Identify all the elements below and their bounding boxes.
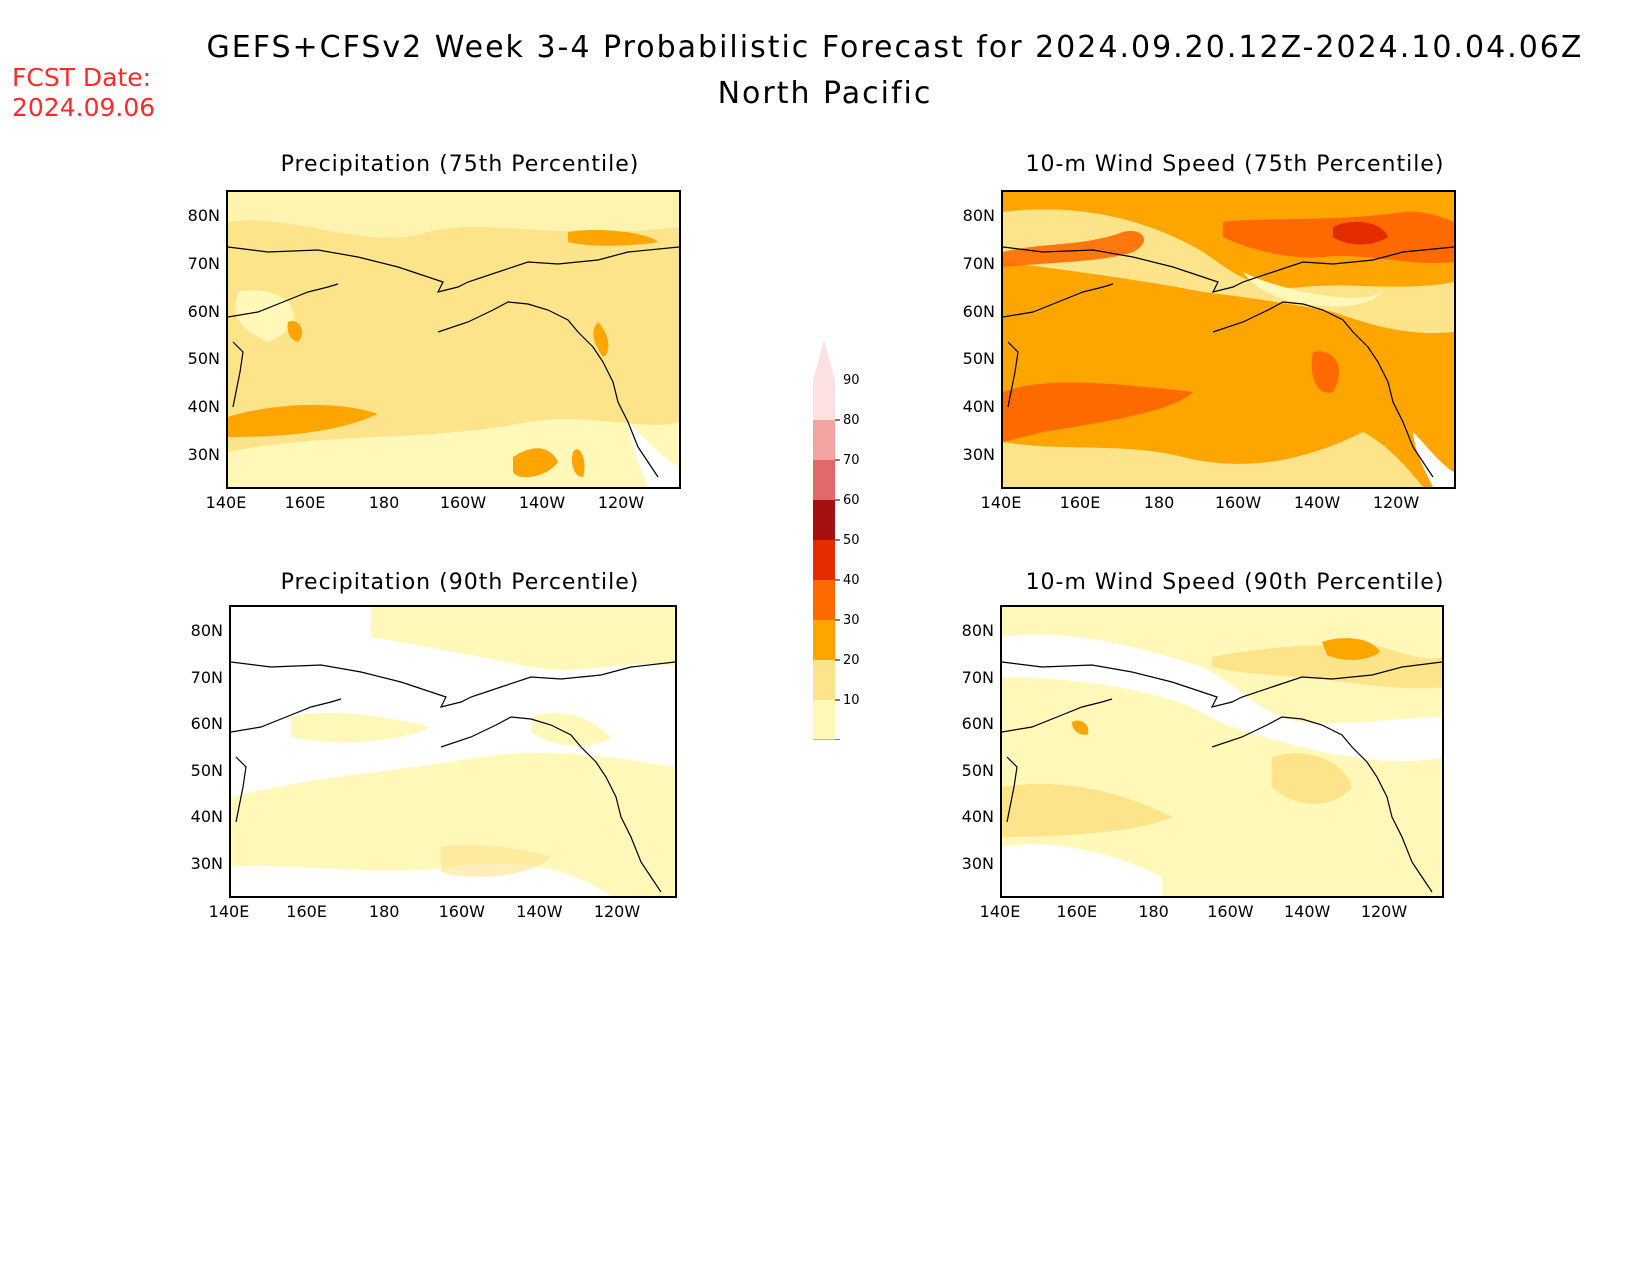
lon-tick-precip75-160W: 160W [439,493,487,512]
lat-tick-precip75-30N: 30N [187,445,220,464]
colorbar: 90 80 70 60 50 40 30 20 10 [812,340,893,782]
lat-tick-precip75-60N: 60N [187,301,220,321]
lon-tick-wind75-140W: 140W [1293,493,1341,512]
lat-tick-wind90-30N: 30N [961,854,994,873]
lat-tick-precip90-30N: 30N [190,854,223,873]
lon-tick-precip75-120W: 120W [597,493,645,512]
lon-tick-wind75-160E: 160E [1059,493,1101,512]
region-subtitle: North Pacific [717,76,933,111]
lat-tick-wind75-30N: 30N [962,445,995,464]
colorbar-swatch-60 [813,500,835,540]
lat-tick-wind75-60N: 60N [962,301,995,321]
colorbar-label-70: 70 [843,453,860,468]
colorbar-swatch-10 [813,700,835,740]
lon-tick-wind90-160W: 160W [1207,902,1254,921]
lat-tick-wind75-70N: 70N [962,253,995,273]
fcst-date-label: FCST Date: [12,63,152,92]
colorbar-swatch-80 [813,420,835,460]
lon-tick-precip75-140W: 140W [518,493,566,512]
lat-tick-wind75-80N: 80N [962,206,995,225]
lon-tick-wind90-120W: 120W [1360,902,1408,921]
lat-tick-precip75-70N: 70N [187,253,220,273]
lat-tick-wind90-80N: 80N [961,621,994,640]
lat-tick-wind90-40N: 40N [961,807,994,827]
lat-tick-wind90-70N: 70N [961,667,994,687]
lon-tick-wind90-180: 180 [1138,902,1169,921]
lat-tick-precip75-50N: 50N [187,349,220,369]
colorbar-swatch-70 [813,460,835,500]
lat-tick-wind90-50N: 50N [961,760,994,780]
colorbar-label-20: 20 [843,653,860,668]
colorbar-label-50: 50 [843,533,860,548]
colorbar-swatch-20 [813,660,835,700]
colorbar-label-60: 60 [843,493,860,508]
lon-tick-precip90-140E: 140E [208,902,250,921]
lon-tick-wind90-140W: 140W [1284,902,1331,921]
colorbar-swatch-30 [813,620,835,660]
lon-tick-precip75-160E: 160E [284,493,326,512]
colorbar-swatch-90 [813,380,835,420]
lat-tick-wind75-40N: 40N [962,397,995,417]
lon-tick-precip75-180: 180 [368,493,400,512]
lon-tick-wind75-160W: 160W [1214,493,1262,512]
map-wind75 [1001,190,1456,489]
lat-tick-wind75-50N: 50N [962,349,995,369]
lat-tick-precip90-80N: 80N [190,621,223,640]
panel-title-wind90: 10-m Wind Speed (90th Percentile) [1025,570,1445,595]
lat-tick-precip75-40N: 40N [187,397,220,417]
lat-tick-precip90-50N: 50N [190,760,223,780]
lon-tick-precip90-160W: 160W [438,902,485,921]
lon-tick-wind90-140E: 140E [979,902,1021,921]
lon-tick-wind75-120W: 120W [1372,493,1420,512]
lat-tick-wind90-60N: 60N [961,714,994,734]
colorbar-swatch-40 [813,580,835,620]
chart-title: GEFS+CFSv2 Week 3-4 Probabilistic Foreca… [206,30,1584,65]
colorbar-label-80: 80 [843,413,860,428]
panel-title-precip75: Precipitation (75th Percentile) [280,152,640,177]
lat-tick-precip90-40N: 40N [190,807,223,827]
lon-tick-wind90-160E: 160E [1056,902,1098,921]
lon-tick-precip90-180: 180 [368,902,400,921]
lon-tick-wind75-140E: 140E [980,493,1022,512]
colorbar-label-30: 30 [843,613,860,628]
map-wind90 [1000,605,1444,898]
colorbar-label-40: 40 [843,573,860,588]
lon-tick-precip90-140W: 140W [516,902,563,921]
colorbar-swatch-50 [813,540,835,580]
panel-title-precip90: Precipitation (90th Percentile) [280,570,640,595]
lat-tick-precip75-80N: 80N [187,206,220,225]
fcst-date-value: 2024.09.06 [12,93,156,122]
colorbar-label-10: 10 [843,693,860,708]
panel-title-wind75: 10-m Wind Speed (75th Percentile) [1025,152,1445,177]
lon-tick-precip75-140E: 140E [205,493,247,512]
lat-tick-precip90-60N: 60N [190,714,223,734]
lat-tick-precip90-70N: 70N [190,667,223,687]
lon-tick-wind75-180: 180 [1143,493,1175,512]
map-precip90 [229,605,677,898]
lon-tick-precip90-160E: 160E [286,902,327,921]
lon-tick-precip90-120W: 120W [593,902,641,921]
map-precip75 [226,190,681,489]
colorbar-swatches: 90 80 70 60 50 40 30 20 10 [812,340,860,782]
colorbar-top-cap [813,340,835,380]
colorbar-label-90: 90 [843,373,860,388]
